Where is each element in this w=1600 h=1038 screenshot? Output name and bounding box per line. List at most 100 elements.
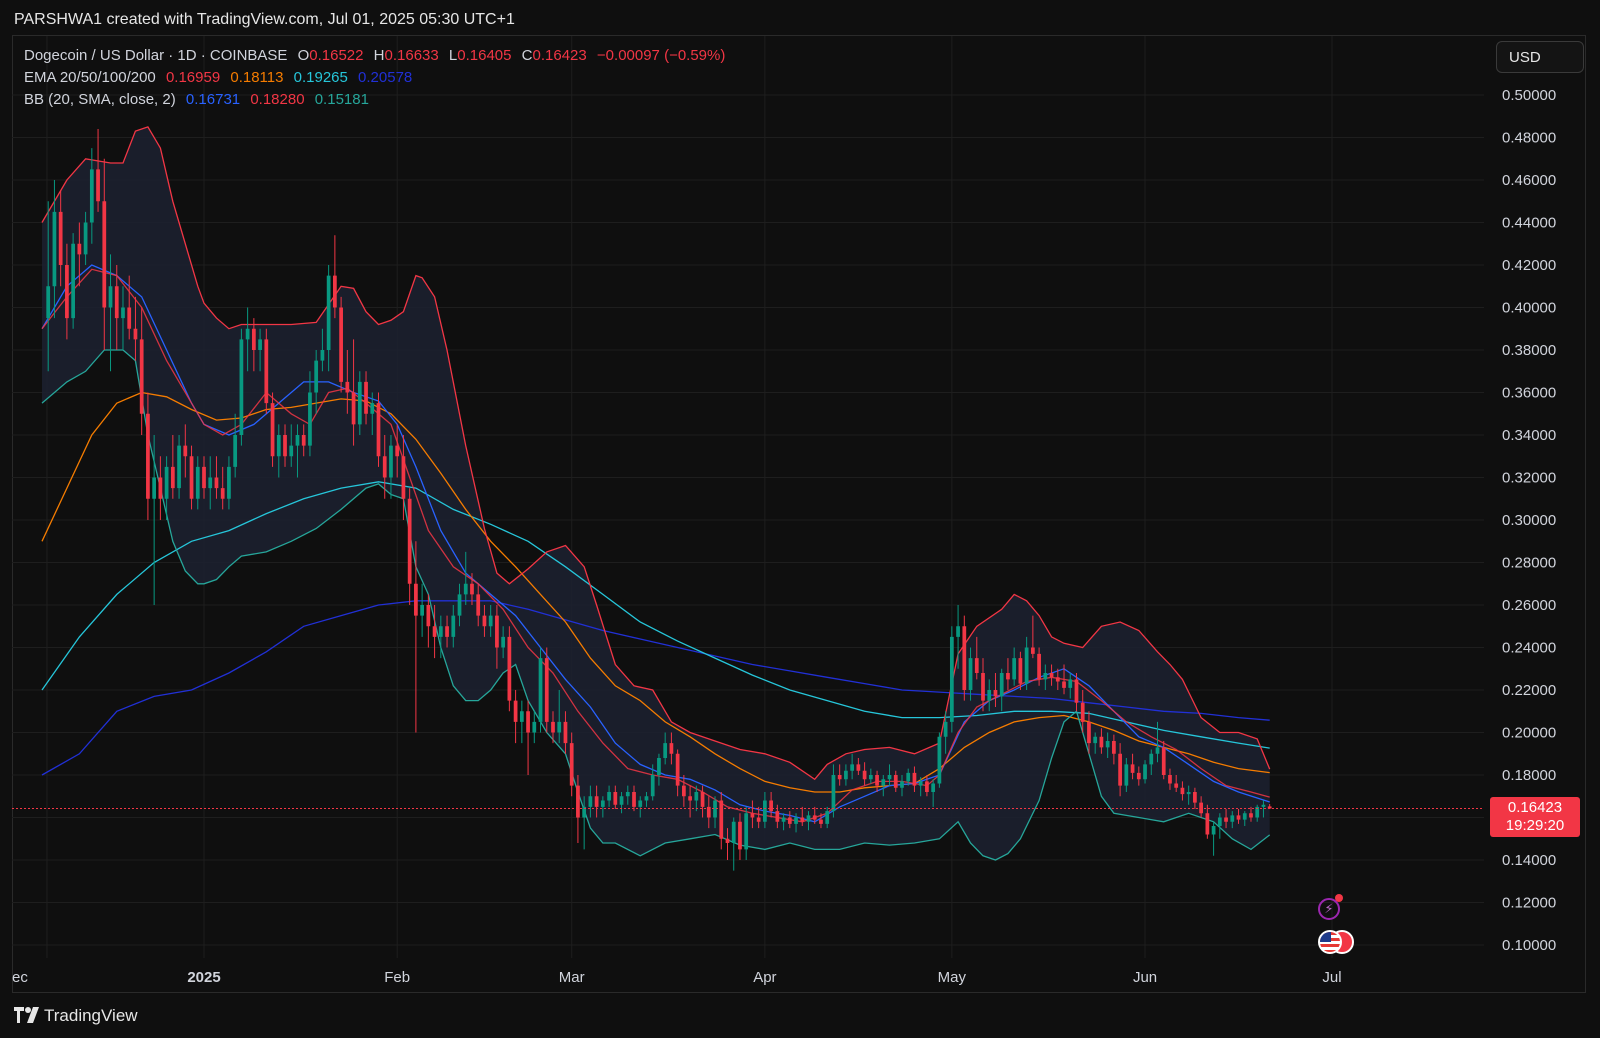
candle-body [968, 658, 973, 690]
candle [445, 615, 449, 648]
price-tick-label: 0.28000 [1502, 555, 1556, 572]
candle-body [1199, 802, 1203, 814]
candle [1143, 760, 1147, 784]
candle [931, 779, 936, 807]
candle-body [239, 339, 244, 435]
candle [308, 371, 312, 457]
candle-body [414, 583, 418, 616]
grid [12, 36, 1484, 958]
candle-body [912, 772, 917, 786]
candle [1249, 806, 1253, 822]
candle-body [607, 792, 611, 801]
candle-body [993, 690, 998, 697]
candle-body [1074, 679, 1079, 703]
candle-body [65, 265, 69, 319]
legend-open-label: O [297, 47, 310, 64]
candle-body [1236, 815, 1241, 820]
last-price-label: 0.16423 19:29:20 [1490, 797, 1580, 837]
candle-body [389, 445, 393, 478]
candle [519, 700, 524, 744]
candle-body [1049, 673, 1054, 678]
candle-body [314, 360, 319, 393]
candle-body [96, 169, 100, 202]
candle [675, 749, 680, 797]
candle-body [918, 781, 923, 786]
tradingview-logo[interactable]: TradingView [14, 1006, 138, 1026]
us-flag-icon[interactable] [1318, 930, 1342, 954]
candle [731, 817, 736, 871]
candle [893, 770, 898, 792]
candle [183, 424, 188, 478]
tradingview-icon [14, 1007, 39, 1023]
event-notification-dot [1335, 894, 1343, 902]
candle [526, 700, 530, 775]
candle [638, 796, 643, 818]
candle [1030, 615, 1035, 659]
candle-body [133, 328, 138, 340]
candle [426, 594, 431, 648]
candle-body [426, 605, 431, 627]
candle [688, 785, 692, 818]
candle [513, 690, 518, 744]
candle-body [825, 811, 830, 824]
candle [301, 424, 306, 457]
candle [956, 605, 960, 669]
candle [949, 626, 954, 733]
candle-body [844, 770, 848, 780]
ema200-line [41, 600, 1270, 776]
candle [1255, 804, 1260, 822]
candle-body [270, 403, 275, 457]
candle [102, 158, 107, 350]
candle [706, 796, 711, 829]
candle-body [183, 445, 188, 457]
candle [538, 647, 543, 733]
candle [1037, 647, 1041, 686]
candle [227, 456, 231, 510]
candle-body [420, 605, 424, 616]
candle-body [625, 792, 630, 797]
candle-body [295, 435, 300, 446]
candle [1236, 809, 1241, 824]
candle [83, 211, 88, 265]
lightning-event-icon[interactable]: ⚡ [1318, 898, 1340, 920]
candle-body [401, 456, 406, 499]
candle-body [962, 626, 967, 690]
candle [1074, 673, 1079, 712]
candle [619, 792, 624, 814]
candle-body [507, 636, 512, 701]
footer: TradingView [0, 993, 1600, 1038]
candle [1068, 673, 1073, 699]
candle-body [632, 792, 636, 807]
candle [432, 605, 437, 659]
legend-bb-basis-value: 0.16731 [185, 91, 241, 108]
candle [351, 339, 356, 446]
candle-body [681, 785, 686, 797]
candle [276, 424, 281, 478]
candle [569, 732, 574, 797]
legend-bb[interactable]: BB (20, SMA, close, 2) 0.16731 0.18280 0… [24, 91, 375, 108]
legend-ema[interactable]: EMA 20/50/100/200 0.16959 0.18113 0.1926… [24, 69, 418, 86]
candle [495, 605, 499, 669]
candle-body [376, 403, 381, 457]
candle [507, 626, 512, 712]
candle-body [706, 806, 711, 818]
candle-body [46, 286, 51, 319]
candle [1149, 749, 1154, 775]
candle-body [544, 658, 549, 722]
legend-bb-lower-value: 0.15181 [314, 91, 369, 108]
candle-body [862, 770, 867, 780]
candle-body [812, 815, 817, 820]
candle [1174, 775, 1179, 792]
candle [133, 296, 138, 361]
candle [195, 456, 200, 510]
candle-body [1230, 815, 1235, 822]
candle-body [775, 811, 780, 822]
candle-body [488, 615, 493, 627]
currency-button[interactable]: USD [1496, 41, 1584, 73]
candle [214, 456, 219, 499]
candle [114, 265, 119, 350]
price-tick-label: 0.42000 [1502, 257, 1556, 274]
candle-body [189, 456, 194, 499]
legend-high-value: 0.16633 [384, 47, 439, 64]
